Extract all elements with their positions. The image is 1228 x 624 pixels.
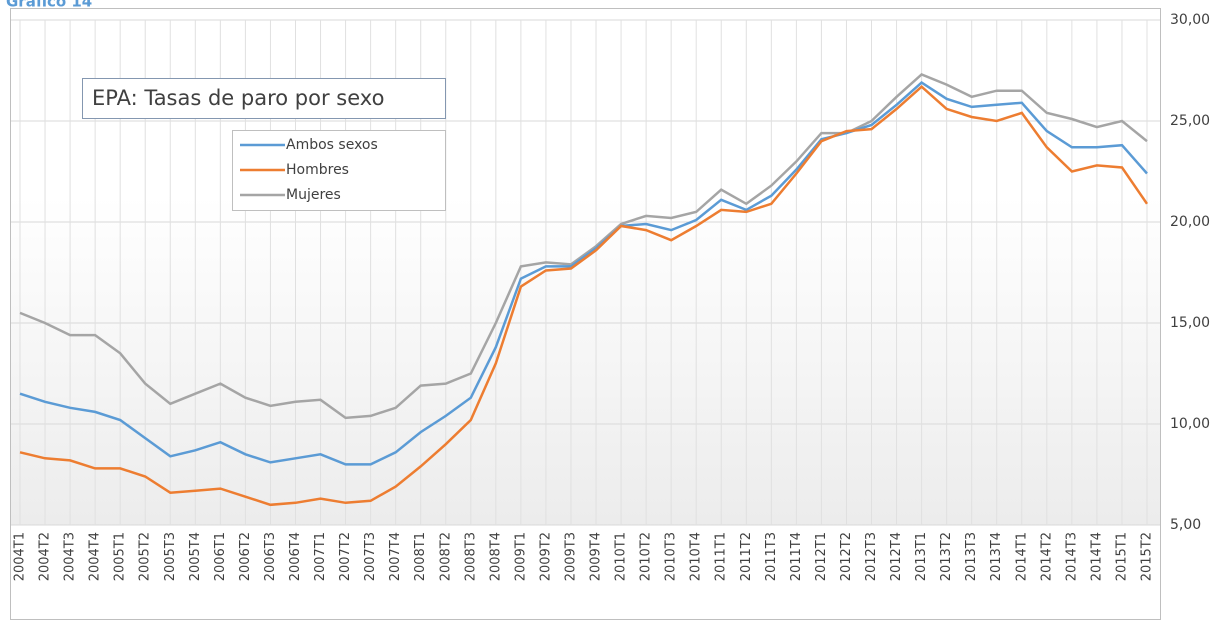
x-tick-label: 2004T4 (88, 532, 103, 581)
x-tick-label: 2008T3 (463, 532, 478, 581)
x-tick-label: 2010T3 (664, 532, 679, 581)
x-tick-label: 2007T4 (388, 532, 403, 581)
y-tick-label: 25,00 (1170, 113, 1210, 129)
x-tick-label: 2010T4 (689, 532, 704, 581)
x-tick-label: 2008T1 (413, 532, 428, 581)
chart-title: EPA: Tasas de paro por sexo (92, 86, 384, 110)
x-tick-label: 2012T1 (814, 532, 829, 581)
legend-label: Hombres (286, 162, 349, 178)
x-tick-label: 2008T2 (438, 532, 453, 581)
x-tick-label: 2009T2 (538, 532, 553, 581)
x-tick-label: 2005T3 (163, 532, 178, 581)
page-title: Gráfico 14 (6, 0, 92, 11)
y-tick-label: 30,00 (1170, 12, 1210, 28)
x-tick-label: 2012T3 (864, 532, 879, 581)
x-tick-label: 2007T2 (338, 532, 353, 581)
x-tick-label: 2006T2 (238, 532, 253, 581)
x-tick-label: 2010T1 (614, 532, 629, 581)
line-series (19, 85, 1149, 507)
x-tick-label: 2004T3 (63, 532, 78, 581)
y-tick-label: 10,00 (1170, 416, 1210, 432)
x-tick-label: 2014T2 (1039, 532, 1054, 581)
x-tick-label: 2004T2 (38, 532, 53, 581)
x-tick-label: 2014T3 (1064, 532, 1079, 581)
x-tick-label: 2013T1 (914, 532, 929, 581)
x-tick-label: 2007T3 (363, 532, 378, 581)
line-series (19, 81, 1148, 466)
x-tick-label: 2006T3 (263, 532, 278, 581)
x-tick-label: 2011T1 (714, 532, 729, 581)
y-tick-label: 15,00 (1170, 315, 1210, 331)
y-tick-label: 20,00 (1170, 214, 1210, 230)
x-tick-label: 2009T4 (589, 532, 604, 581)
x-tick-label: 2013T2 (939, 532, 954, 581)
x-tick-label: 2008T4 (488, 532, 503, 581)
legend-label: Ambos sexos (286, 137, 378, 153)
x-tick-label: 2013T3 (964, 532, 979, 581)
x-tick-label: 2015T2 (1140, 532, 1155, 581)
x-tick-label: 2011T3 (764, 532, 779, 581)
x-tick-label: 2006T4 (288, 532, 303, 581)
y-tick-label: 5,00 (1170, 517, 1201, 533)
x-tick-label: 2014T4 (1089, 532, 1104, 581)
x-tick-label: 2005T1 (113, 532, 128, 581)
x-tick-label: 2014T1 (1014, 532, 1029, 581)
title-box (82, 78, 446, 119)
x-tick-label: 2013T4 (989, 532, 1004, 581)
x-tick-label: 2015T1 (1114, 532, 1129, 581)
legend-label: Mujeres (286, 187, 341, 203)
line-series (19, 73, 1148, 420)
x-tick-label: 2006T1 (213, 532, 228, 581)
x-tick-label: 2004T1 (13, 532, 28, 581)
x-tick-label: 2007T1 (313, 532, 328, 581)
x-tick-label: 2005T4 (188, 532, 203, 581)
x-tick-label: 2012T2 (839, 532, 854, 581)
x-tick-label: 2010T2 (639, 532, 654, 581)
x-tick-label: 2011T4 (789, 532, 804, 581)
x-tick-label: 2005T2 (138, 532, 153, 581)
x-tick-label: 2009T3 (563, 532, 578, 581)
x-tick-label: 2011T2 (739, 532, 754, 581)
x-tick-label: 2009T1 (513, 532, 528, 581)
x-tick-label: 2012T4 (889, 532, 904, 581)
